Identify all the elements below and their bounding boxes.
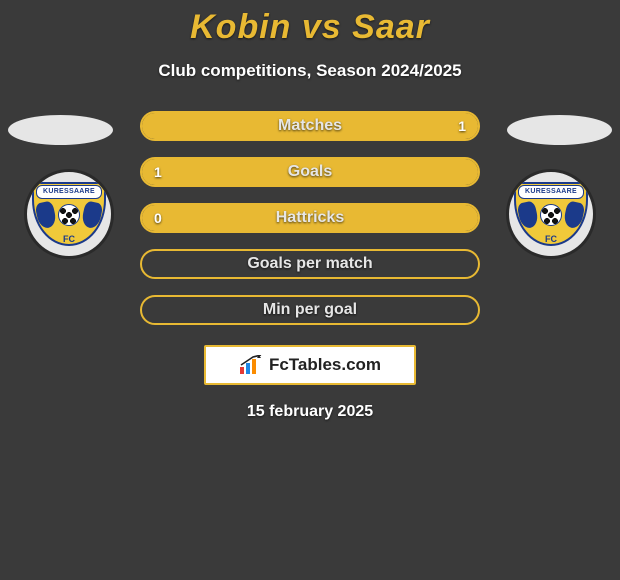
- stat-label: Goals: [288, 163, 332, 181]
- club-badge-right: KURESSAARE FC: [506, 169, 596, 259]
- stat-value-left: 0: [154, 210, 162, 226]
- branding-box: FcTables.com: [204, 345, 416, 385]
- page-subtitle: Club competitions, Season 2024/2025: [0, 61, 620, 81]
- club-badge-left: KURESSAARE FC: [24, 169, 114, 259]
- stat-label: Matches: [278, 117, 342, 135]
- branding-text: FcTables.com: [269, 355, 381, 375]
- player-avatar-left-placeholder: [8, 115, 113, 145]
- stat-label: Min per goal: [263, 301, 357, 319]
- page-title: Kobin vs Saar: [0, 0, 620, 47]
- stat-value-left: 1: [154, 164, 162, 180]
- club-crest-name: KURESSAARE: [518, 185, 584, 199]
- stat-label: Hattricks: [276, 209, 344, 227]
- stats-bars: 1 Matches 1 Goals 0 Hattricks Goals per match M…: [140, 111, 480, 325]
- stat-label: Goals per match: [247, 255, 372, 273]
- stat-bar: 0 Hattricks: [140, 203, 480, 233]
- stat-bar: 1 Matches: [140, 111, 480, 141]
- club-crest-fc: FC: [32, 234, 106, 244]
- date-text: 15 february 2025: [0, 403, 620, 421]
- stat-value-right: 1: [458, 118, 466, 134]
- club-crest-icon: KURESSAARE FC: [32, 182, 106, 246]
- stat-bar: 1 Goals: [140, 157, 480, 187]
- comparison-layout: KURESSAARE FC KURESSAARE FC 1 Matches 1 Goa…: [0, 111, 620, 325]
- player-avatar-right-placeholder: [507, 115, 612, 145]
- stat-bar: Goals per match: [140, 249, 480, 279]
- fctables-logo-icon: [239, 355, 263, 375]
- club-crest-icon: KURESSAARE FC: [514, 182, 588, 246]
- club-crest-fc: FC: [514, 234, 588, 244]
- club-crest-name: KURESSAARE: [36, 185, 102, 199]
- stat-bar: Min per goal: [140, 295, 480, 325]
